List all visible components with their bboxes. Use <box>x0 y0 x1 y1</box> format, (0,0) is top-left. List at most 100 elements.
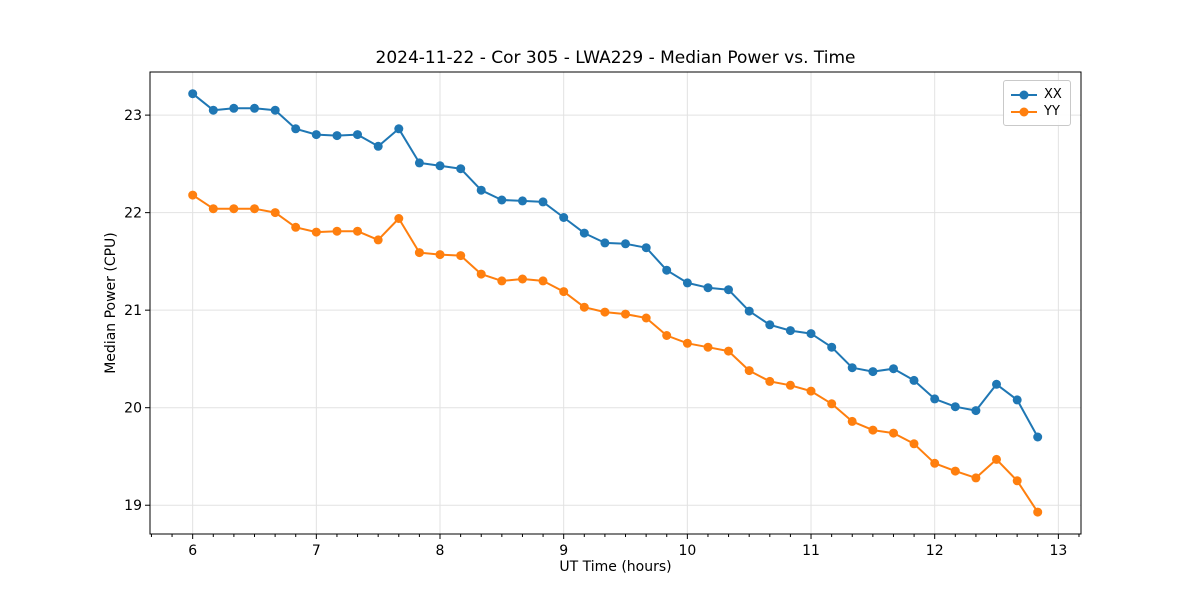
series-YY <box>188 190 1043 517</box>
x-tick-label: 8 <box>436 543 445 559</box>
data-point-YY <box>992 454 1001 464</box>
data-point-YY <box>559 287 569 297</box>
y-tick-label: 20 <box>124 401 142 417</box>
legend-marker-icon <box>1019 90 1029 99</box>
data-point-XX <box>250 103 259 113</box>
data-point-YY <box>1033 507 1043 517</box>
data-point-YY <box>806 386 816 396</box>
legend-marker-icon <box>1019 107 1029 116</box>
y-tick-label: 19 <box>124 498 142 514</box>
legend-entry-XX: XX <box>1011 86 1062 103</box>
data-point-XX <box>744 306 754 316</box>
data-point-XX <box>971 406 981 416</box>
x-tick-label: 7 <box>312 543 321 559</box>
data-point-XX <box>641 243 651 253</box>
data-point-XX <box>353 130 362 140</box>
data-point-XX <box>579 228 589 238</box>
legend-line-sample <box>1011 107 1037 116</box>
data-point-XX <box>765 320 775 330</box>
plot-frame <box>149 71 1082 535</box>
data-point-XX <box>311 130 321 140</box>
data-point-YY <box>703 342 713 352</box>
data-point-YY <box>208 204 218 214</box>
data-point-YY <box>950 466 960 476</box>
y-tick-label: 21 <box>124 303 142 319</box>
data-point-YY <box>518 274 527 284</box>
grid-layer <box>150 72 1081 534</box>
data-point-XX <box>270 105 280 115</box>
data-point-XX <box>785 326 795 336</box>
data-point-XX <box>373 141 383 151</box>
data-point-XX <box>1012 395 1022 405</box>
legend-line-sample <box>1011 90 1037 99</box>
data-point-XX <box>950 402 960 412</box>
data-point-XX <box>889 364 898 374</box>
data-point-YY <box>353 226 362 236</box>
data-point-YY <box>600 307 610 317</box>
legend: XX YY <box>1003 80 1071 126</box>
data-point-XX <box>827 342 837 352</box>
x-tick-label: 13 <box>1049 543 1067 559</box>
data-point-XX <box>497 195 507 205</box>
data-point-YY <box>291 222 301 232</box>
x-tick-label: 6 <box>188 543 197 559</box>
data-point-XX <box>229 103 239 113</box>
data-point-YY <box>579 302 589 312</box>
data-point-YY <box>435 250 445 260</box>
x-tick-label: 11 <box>802 543 820 559</box>
tick-marks <box>145 114 1080 539</box>
data-point-YY <box>621 309 630 319</box>
data-point-XX <box>394 124 404 134</box>
data-point-YY <box>785 380 795 390</box>
x-tick-label: 9 <box>559 543 568 559</box>
legend-label: XX <box>1044 87 1062 102</box>
y-tick-label: 22 <box>124 206 142 222</box>
data-point-XX <box>332 131 342 141</box>
data-point-XX <box>868 367 878 377</box>
data-point-XX <box>559 213 569 222</box>
data-point-YY <box>394 214 404 223</box>
data-point-XX <box>992 379 1001 389</box>
data-point-YY <box>476 269 486 279</box>
data-point-YY <box>414 248 424 258</box>
data-point-YY <box>827 399 837 409</box>
data-point-XX <box>600 238 610 248</box>
data-point-YY <box>847 416 857 426</box>
data-point-XX <box>1033 432 1043 442</box>
data-point-XX <box>435 161 445 171</box>
data-point-YY <box>889 428 898 438</box>
data-point-YY <box>744 366 754 376</box>
data-point-YY <box>311 227 321 237</box>
y-axis-label: Median Power (CPU) <box>103 232 119 374</box>
data-point-XX <box>621 239 630 249</box>
data-point-YY <box>250 204 259 214</box>
data-point-XX <box>414 158 424 168</box>
data-point-XX <box>724 285 733 295</box>
data-point-XX <box>188 89 198 99</box>
legend-label: YY <box>1044 104 1060 119</box>
data-point-YY <box>971 473 981 483</box>
data-point-XX <box>909 375 919 385</box>
data-point-XX <box>662 265 672 275</box>
data-point-YY <box>641 313 651 323</box>
data-point-YY <box>930 458 940 468</box>
data-point-YY <box>456 251 466 261</box>
series-XX <box>188 89 1043 442</box>
data-point-YY <box>909 439 919 449</box>
data-point-YY <box>868 425 878 435</box>
data-point-YY <box>229 204 239 214</box>
data-point-YY <box>332 226 342 236</box>
data-point-YY <box>497 276 507 286</box>
legend-entry-YY: YY <box>1011 103 1062 120</box>
data-point-YY <box>724 346 733 356</box>
data-point-YY <box>682 338 692 348</box>
data-point-YY <box>188 190 198 200</box>
x-tick-label: 12 <box>926 543 944 559</box>
data-point-YY <box>662 331 672 340</box>
data-point-XX <box>703 283 713 293</box>
data-point-XX <box>538 197 548 207</box>
data-point-YY <box>270 208 280 218</box>
data-point-XX <box>456 164 466 174</box>
